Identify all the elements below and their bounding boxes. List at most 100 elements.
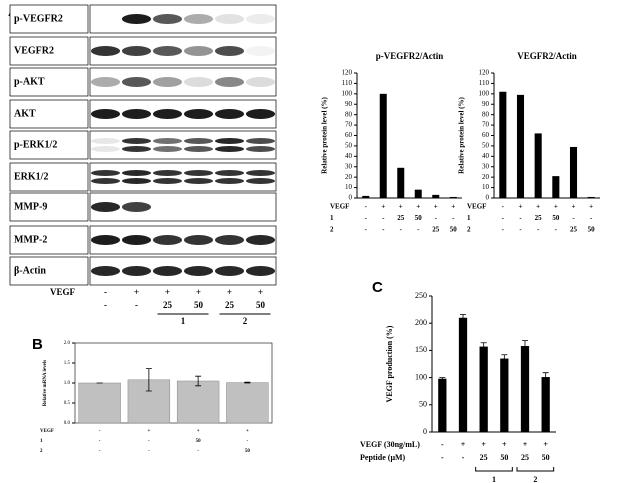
error-bar — [244, 381, 251, 384]
blot-band — [90, 138, 121, 144]
blot-band — [214, 266, 245, 276]
blot-band — [245, 178, 276, 184]
plot-frame — [74, 342, 273, 424]
blot-label-box — [9, 225, 89, 255]
blot-band — [183, 77, 214, 87]
condition-label: - — [247, 439, 249, 444]
condition-label: - — [99, 449, 101, 454]
blot-band — [183, 46, 214, 56]
blot-band — [183, 170, 214, 176]
condition-label: 25 — [225, 300, 235, 310]
blot-label: AKT — [14, 108, 36, 119]
bar — [499, 91, 507, 198]
condition-name: VEGF — [467, 203, 486, 211]
condition-name: VEGF — [40, 429, 54, 434]
y-tick-label: 50 — [482, 142, 490, 150]
y-tick-label: 0 — [423, 427, 427, 436]
condition-label: + — [258, 287, 263, 297]
y-tick-label: 110 — [479, 79, 490, 87]
blot-band — [121, 109, 152, 119]
blot-frame — [89, 225, 277, 255]
condition-label: - — [135, 300, 138, 310]
bar — [379, 93, 387, 198]
condition-label: - — [382, 214, 385, 222]
blot-band — [245, 14, 276, 24]
condition-label: + — [197, 429, 200, 434]
panel-label: C — [372, 279, 383, 296]
y-tick-label: 0 — [486, 194, 490, 202]
bar — [78, 382, 121, 424]
condition-label: + — [451, 203, 455, 211]
condition-label: 25 — [480, 453, 488, 462]
blot-band — [245, 235, 276, 245]
blot-band — [152, 170, 183, 176]
condition-label: - — [365, 226, 368, 234]
bar — [449, 196, 457, 198]
condition-label: 25 — [163, 300, 173, 310]
blot-band — [121, 46, 152, 56]
blot-band — [152, 146, 183, 152]
blot-label: p-VEGFR2 — [14, 13, 63, 24]
y-tick-label: 200 — [415, 318, 427, 327]
blot-band — [183, 109, 214, 119]
y-tick-label: 90 — [345, 100, 353, 108]
blot-band — [214, 109, 245, 119]
bar — [479, 346, 488, 432]
y-tick-label: 20 — [345, 173, 353, 181]
y-tick-label: 0.5 — [64, 401, 71, 406]
blot-label-box — [9, 130, 89, 160]
condition-label: - — [452, 214, 455, 222]
bar — [362, 195, 370, 198]
condition-label: - — [400, 226, 403, 234]
error-bar — [480, 342, 487, 351]
blot-frame — [89, 192, 277, 222]
bar — [458, 317, 468, 432]
blot-band — [214, 170, 245, 176]
y-tick-label: 40 — [345, 152, 353, 160]
blot-band — [245, 109, 276, 119]
blot-band — [90, 266, 121, 276]
blot-band — [245, 146, 276, 152]
blot-band — [183, 235, 214, 245]
chart-title: p-VEGFR2/Actin — [376, 51, 444, 61]
condition-label: - — [365, 214, 368, 222]
blot-band — [121, 14, 152, 24]
y-tick-label: 80 — [345, 110, 353, 118]
y-tick-label: 100 — [479, 89, 490, 97]
condition-label: - — [502, 214, 505, 222]
condition-label: 50 — [450, 226, 458, 234]
y-tick-label: 10 — [345, 183, 353, 191]
condition-label: + — [461, 440, 466, 449]
condition-label: 50 — [542, 453, 550, 462]
bar — [500, 358, 509, 432]
blot-band — [152, 77, 183, 87]
group-label: 1 — [181, 316, 186, 326]
condition-label: + — [399, 203, 403, 211]
y-tick-label: 10 — [482, 183, 490, 191]
blot-band — [90, 235, 121, 245]
blot-label-box — [9, 36, 89, 66]
condition-label: - — [99, 439, 101, 444]
blot-band — [183, 178, 214, 184]
y-tick-label: 120 — [479, 69, 490, 77]
y-tick-label: 80 — [482, 110, 490, 118]
condition-name: VEGF (30ng/mL) — [360, 440, 420, 449]
blot-band — [90, 146, 121, 152]
blot-band — [245, 46, 276, 56]
blot-band — [152, 46, 183, 56]
y-tick-label: 30 — [482, 162, 490, 170]
blot-band — [121, 146, 152, 152]
condition-name: 2 — [330, 226, 334, 234]
condition-label: - — [441, 440, 444, 449]
condition-label: - — [537, 226, 540, 234]
error-bar — [195, 375, 202, 387]
y-tick-label: 70 — [482, 121, 490, 129]
bar — [516, 94, 525, 198]
blot-band — [152, 14, 183, 24]
bar — [541, 377, 550, 432]
blot-band — [90, 202, 121, 212]
blot-label-box — [9, 67, 89, 97]
condition-label: - — [104, 300, 107, 310]
blot-frame — [89, 99, 277, 129]
